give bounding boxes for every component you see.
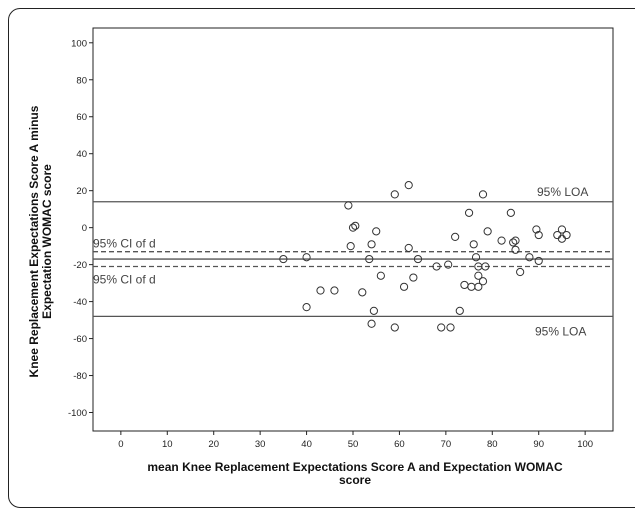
ticks-layer: 100 80 60 40 20 0 -20 -40 -60 -80 -100 0 10 20 30 40 50 6…: [68, 38, 593, 450]
data-point: [413, 254, 423, 264]
data-point: [467, 282, 476, 291]
data-point: [316, 286, 325, 295]
data-point: [348, 223, 358, 232]
x-tick-label: 50: [348, 439, 359, 450]
x-axis-title-line1: mean Knee Replacement Expectations Score…: [147, 460, 563, 474]
y-tick-label: 80: [76, 75, 87, 86]
x-tick-label: 20: [208, 439, 219, 450]
x-tick-label: 30: [255, 439, 266, 450]
data-point: [367, 319, 376, 328]
y-axis-title-line1: Knee Replacement Expectations Score A mi…: [27, 105, 41, 377]
data-point: [372, 227, 381, 236]
data-point: [469, 240, 478, 249]
data-point: [516, 267, 525, 277]
data-point: [557, 225, 567, 234]
data-point: [365, 254, 374, 264]
data-point: [302, 253, 311, 262]
data-point: [534, 230, 543, 240]
data-point: [483, 227, 492, 236]
data-point: [511, 245, 520, 254]
data-point: [279, 254, 288, 264]
x-tick-label: 90: [533, 439, 544, 450]
data-point: [525, 253, 534, 262]
data-point: [481, 262, 490, 271]
data-point: [330, 286, 339, 295]
x-tick-label: 80: [487, 439, 498, 450]
data-point: [455, 306, 464, 315]
data-point: [409, 273, 418, 282]
reference-line-label: 95% LOA: [535, 324, 586, 338]
data-point: [534, 256, 543, 266]
data-point: [390, 190, 399, 199]
data-point: [557, 234, 567, 243]
bland-altman-chart: 100 80 60 40 20 0 -20 -40 -60 -80 -100 0 10 20 30 40 50 6…: [27, 27, 614, 487]
x-tick-label: 10: [162, 439, 173, 450]
data-point: [478, 277, 488, 286]
data-point: [404, 181, 413, 190]
data-point: [437, 323, 446, 332]
data-point: [511, 236, 520, 245]
y-tick-label: 60: [76, 112, 87, 123]
x-tick-label: 70: [441, 439, 452, 450]
x-tick-label: 60: [394, 439, 405, 450]
data-point: [497, 236, 506, 245]
data-point: [399, 282, 409, 291]
reference-line-label: 95% CI of d: [93, 272, 156, 286]
data-point: [444, 260, 453, 269]
data-point: [344, 201, 353, 210]
data-point: [302, 303, 311, 312]
reference-line-label: 95% LOA: [537, 185, 588, 199]
data-point: [509, 238, 518, 247]
y-tick-label: 0: [82, 223, 87, 234]
x-axis-title-line2: score: [339, 473, 371, 487]
x-tick-label: 0: [118, 439, 123, 450]
x-tick-label: 100: [577, 439, 593, 450]
data-point: [471, 253, 481, 262]
y-tick-label: -80: [73, 371, 87, 382]
data-point: [451, 232, 460, 241]
data-point: [506, 208, 515, 217]
x-tick-label: 40: [301, 439, 312, 450]
y-tick-label: -40: [73, 297, 87, 308]
y-axis-title-line2: Expectation WOMAC score: [40, 164, 54, 319]
y-tick-label: 20: [76, 186, 87, 197]
data-point: [390, 323, 399, 332]
data-point: [351, 221, 360, 230]
points-layer: [279, 181, 571, 332]
y-tick-label: -100: [68, 408, 87, 419]
data-point: [369, 306, 378, 315]
data-point: [404, 243, 413, 253]
data-point: [460, 280, 469, 290]
y-tick-label: 40: [76, 149, 87, 160]
data-point: [367, 240, 376, 249]
data-point: [464, 208, 474, 217]
y-tick-label: 100: [71, 38, 87, 49]
data-point: [532, 225, 541, 234]
y-tick-label: -20: [73, 260, 87, 271]
plot-area: [92, 27, 614, 432]
reference-lines-layer: 95% LOA 95% CI of d 95% CI of d 95% LOA: [93, 185, 613, 338]
y-tick-label: -60: [73, 334, 87, 345]
data-point: [562, 230, 571, 240]
data-point: [432, 262, 441, 271]
reference-line-label: 95% CI of d: [93, 237, 156, 251]
data-point: [446, 323, 455, 332]
data-point: [474, 282, 483, 291]
data-point: [474, 271, 483, 280]
data-point: [376, 271, 385, 280]
data-point: [346, 242, 355, 251]
data-point: [358, 288, 367, 297]
data-point: [478, 190, 488, 199]
